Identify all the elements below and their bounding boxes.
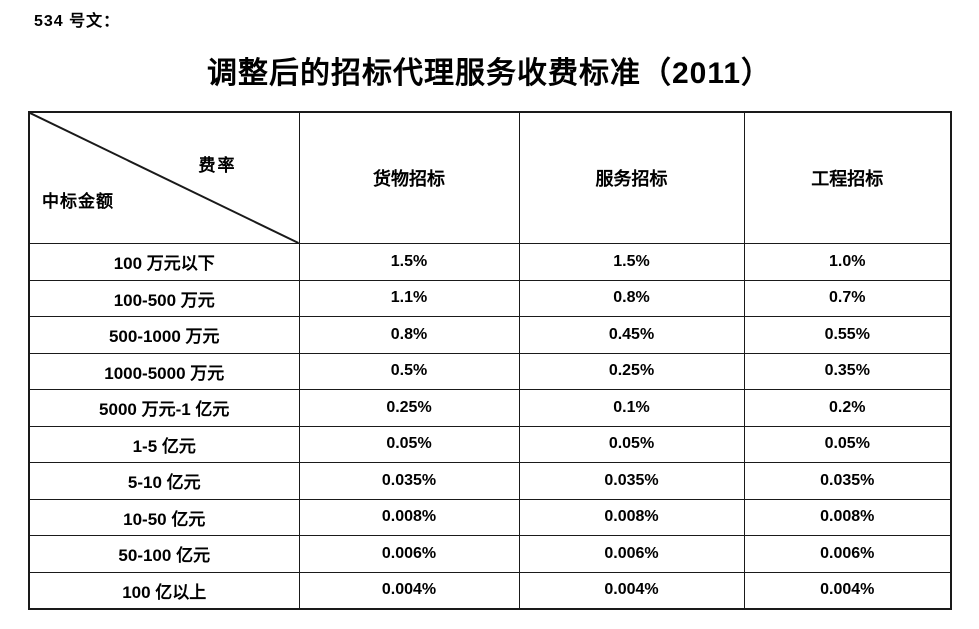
cell-value: 0.035% bbox=[743, 462, 952, 500]
cell-value: 0.004% bbox=[743, 571, 952, 610]
corner-header-cell: 费率 中标金额 bbox=[28, 111, 300, 244]
cell-value: 1.5% bbox=[298, 243, 520, 281]
table-row: 500-1000 万元 0.8% 0.45% 0.55% bbox=[28, 316, 952, 354]
cell-value: 0.006% bbox=[298, 535, 520, 573]
table-row: 50-100 亿元 0.006% 0.006% 0.006% bbox=[28, 535, 952, 573]
column-header-goods: 货物招标 bbox=[298, 111, 520, 244]
row-label: 500-1000 万元 bbox=[28, 316, 300, 354]
table-row: 1000-5000 万元 0.5% 0.25% 0.35% bbox=[28, 352, 952, 390]
cell-value: 0.008% bbox=[743, 498, 952, 536]
column-header-services: 服务招标 bbox=[518, 111, 745, 244]
header-row: 费率 中标金额 货物招标 服务招标 工程招标 bbox=[28, 111, 952, 244]
column-header-engineering: 工程招标 bbox=[743, 111, 952, 244]
row-label: 5000 万元-1 亿元 bbox=[28, 389, 300, 427]
table-row: 100-500 万元 1.1% 0.8% 0.7% bbox=[28, 279, 952, 317]
corner-label-rate: 费率 bbox=[198, 156, 237, 175]
table-row: 1-5 亿元 0.05% 0.05% 0.05% bbox=[28, 425, 952, 463]
diagonal-divider-line bbox=[30, 113, 299, 243]
cell-value: 0.1% bbox=[518, 389, 745, 427]
cell-value: 0.8% bbox=[518, 279, 745, 317]
cell-value: 0.45% bbox=[518, 316, 745, 354]
cell-value: 0.35% bbox=[743, 352, 952, 390]
cell-value: 0.035% bbox=[518, 462, 745, 500]
cell-value: 0.006% bbox=[743, 535, 952, 573]
table-row: 100 亿以上 0.004% 0.004% 0.004% bbox=[28, 571, 952, 610]
cell-value: 0.7% bbox=[743, 279, 952, 317]
cell-value: 0.004% bbox=[518, 571, 745, 610]
cell-value: 0.008% bbox=[298, 498, 520, 536]
row-label: 10-50 亿元 bbox=[28, 498, 300, 536]
cell-value: 0.004% bbox=[298, 571, 520, 610]
cell-value: 0.5% bbox=[298, 352, 520, 390]
cell-value: 0.8% bbox=[298, 316, 520, 354]
row-label: 5-10 亿元 bbox=[28, 462, 300, 500]
cell-value: 1.0% bbox=[743, 243, 952, 281]
cell-value: 0.25% bbox=[518, 352, 745, 390]
fee-table: 费率 中标金额 货物招标 服务招标 工程招标 100 万元以下 1.5% 1.5… bbox=[28, 111, 952, 610]
cell-value: 0.05% bbox=[743, 425, 952, 463]
cell-value: 0.05% bbox=[298, 425, 520, 463]
cell-value: 0.006% bbox=[518, 535, 745, 573]
cell-value: 0.05% bbox=[518, 425, 745, 463]
row-label: 100 万元以下 bbox=[28, 243, 300, 281]
table-row: 100 万元以下 1.5% 1.5% 1.0% bbox=[28, 243, 952, 281]
page-title: 调整后的招标代理服务收费标准（2011） bbox=[206, 57, 773, 90]
row-label: 100 亿以上 bbox=[28, 571, 300, 610]
row-label: 1-5 亿元 bbox=[28, 425, 300, 463]
row-label: 100-500 万元 bbox=[28, 279, 300, 317]
table-row: 5000 万元-1 亿元 0.25% 0.1% 0.2% bbox=[28, 389, 952, 427]
table-row: 5-10 亿元 0.035% 0.035% 0.035% bbox=[28, 462, 952, 500]
cell-value: 0.2% bbox=[743, 389, 952, 427]
cell-value: 1.1% bbox=[298, 279, 520, 317]
cell-value: 0.008% bbox=[518, 498, 745, 536]
table-row: 10-50 亿元 0.008% 0.008% 0.008% bbox=[28, 498, 952, 536]
cell-value: 1.5% bbox=[518, 243, 745, 281]
corner-label-amount: 中标金额 bbox=[42, 192, 114, 211]
row-label: 1000-5000 万元 bbox=[28, 352, 300, 390]
cell-value: 0.035% bbox=[298, 462, 520, 500]
doc-number-label: 534 号文： bbox=[34, 13, 121, 30]
row-label: 50-100 亿元 bbox=[28, 535, 300, 573]
cell-value: 0.55% bbox=[743, 316, 952, 354]
cell-value: 0.25% bbox=[298, 389, 520, 427]
